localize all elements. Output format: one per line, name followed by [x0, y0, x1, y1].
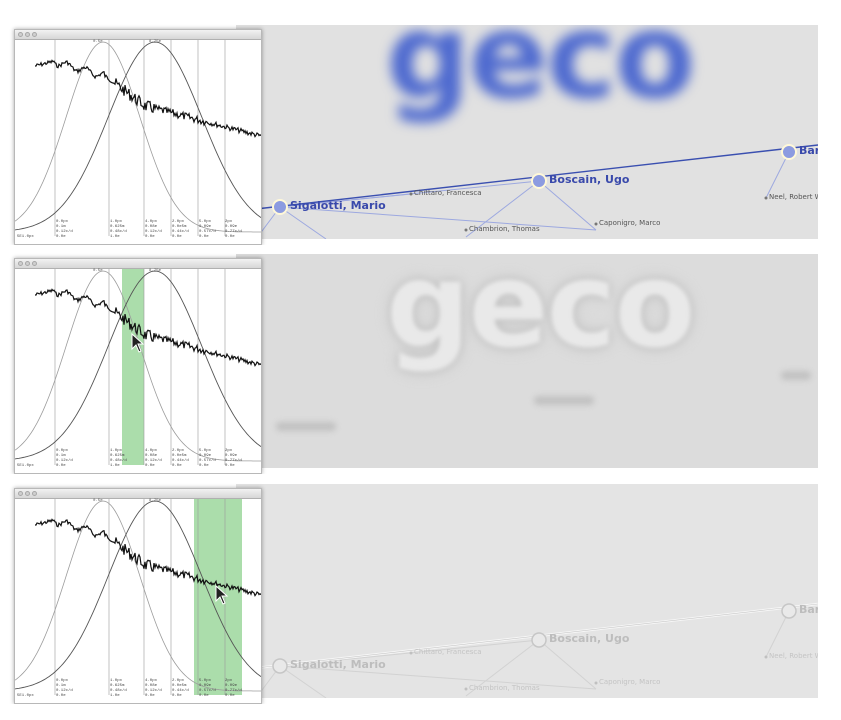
- node-label-sigalotti: Sigalotti, Mario: [290, 658, 386, 671]
- node-label-boscain: Boscain, Ugo: [549, 173, 630, 186]
- window-titlebar[interactable]: [15, 489, 261, 499]
- peak-label-left: 0.5e: [93, 499, 103, 503]
- node-label-neel: Neel, Robert W: [769, 652, 818, 660]
- plot-area[interactable]: [15, 269, 261, 473]
- tick-label: 2.0px 0.0e5m 0.44c/d 0.0e: [172, 449, 189, 468]
- tick-label: 2px 0.09e 0.77c/d 0.0e: [225, 679, 242, 698]
- peak-label-right: 8.75e: [149, 269, 162, 273]
- peak-label-left: 0.5e: [93, 40, 103, 44]
- filter-curve-high: [15, 270, 261, 460]
- panel-2: geco 0.5e 8.75e 0.0px 0.1m 0.12c/d 0.0e …: [0, 244, 841, 474]
- panel-3: Sigalotti, Mario Boscain, Ugo Bari Chitt…: [0, 474, 841, 704]
- tick-label: 4.0px 0.08e 0.12c/d 0.0e: [145, 220, 162, 239]
- tick-label: 2.0px 0.0e5m 0.44c/d 0.0e: [172, 220, 189, 239]
- peak-label-right: 8.75e: [149, 40, 162, 44]
- node-label-bari: Bari: [799, 144, 818, 157]
- node-label-caponigro: Caponigro, Marco: [599, 678, 661, 686]
- minimize-button[interactable]: [25, 261, 30, 266]
- node-sigalotti[interactable]: [272, 199, 288, 215]
- tick-label: 2px 0.09e 0.77c/d 0.0e: [225, 220, 242, 239]
- node-bari[interactable]: [781, 144, 797, 160]
- corner-label: 5E1.0px: [17, 694, 34, 698]
- filter-curve-high: [15, 500, 261, 690]
- tick-label: 1.0px 0.625m 0.48c/d 1.0e: [110, 679, 127, 698]
- node-boscain[interactable]: [531, 173, 547, 189]
- corner-label: 5E1.0px: [17, 235, 34, 239]
- plot-window-1[interactable]: 0.5e 8.75e 0.0px 0.1m 0.12c/d 0.0e 1.0px…: [14, 29, 262, 245]
- spectrum-trace: [35, 59, 261, 138]
- node-label-boscain: Boscain, Ugo: [549, 632, 630, 645]
- network-view-3: Sigalotti, Mario Boscain, Ugo Bari Chitt…: [236, 484, 818, 698]
- close-button[interactable]: [18, 261, 23, 266]
- peak-label-left: 0.5e: [93, 269, 103, 273]
- window-titlebar[interactable]: [15, 259, 261, 269]
- plot-area[interactable]: [15, 40, 261, 244]
- geco-logo-ghost: geco: [386, 254, 696, 374]
- node-label-chittaro: Chittaro, Francesca: [414, 648, 482, 656]
- filter-curve-high: [15, 41, 261, 231]
- plot-window-3[interactable]: 0.5e 8.75e 0.0px 0.1m 0.12c/d 0.0e 1.0px…: [14, 488, 262, 704]
- close-button[interactable]: [18, 32, 23, 37]
- node-bari[interactable]: [781, 603, 797, 619]
- blurred-network: [276, 371, 811, 431]
- node-label-neel: Neel, Robert W: [769, 193, 818, 201]
- node-label-bari: Bari: [799, 603, 818, 616]
- tick-label: 5.0px 0.09e 0.57c/d 0.0e: [199, 679, 216, 698]
- tick-label: 1.0px 0.625m 0.48c/d 1.0e: [110, 220, 127, 239]
- geco-logo: geco: [386, 25, 696, 125]
- minimize-button[interactable]: [25, 32, 30, 37]
- mouse-cursor-icon: [131, 333, 145, 353]
- spectrum-trace: [35, 518, 261, 597]
- peak-label-right: 8.75e: [149, 499, 162, 503]
- node-label-chittaro: Chittaro, Francesca: [414, 189, 482, 197]
- tick-label: 0.0px 0.1m 0.12c/d 0.0e: [56, 449, 73, 468]
- spectrum-trace: [35, 288, 261, 367]
- minimize-button[interactable]: [25, 491, 30, 496]
- tick-label: 2.0px 0.0e5m 0.44c/d 0.0e: [172, 679, 189, 698]
- node-label-chambrion: Chambrion, Thomas: [469, 684, 540, 692]
- network-view-2: geco: [236, 254, 818, 468]
- tick-label: 0.0px 0.1m 0.12c/d 0.0e: [56, 220, 73, 239]
- tick-label: 2px 0.09e 0.77c/d 0.0e: [225, 449, 242, 468]
- close-button[interactable]: [18, 491, 23, 496]
- tick-label: 5.0px 0.09e 0.57c/d 0.0e: [199, 220, 216, 239]
- filter-curve-low: [15, 41, 261, 233]
- frequency-selection[interactable]: [122, 269, 144, 465]
- node-label-caponigro: Caponigro, Marco: [599, 219, 661, 227]
- corner-label: 5E1.0px: [17, 464, 34, 468]
- node-boscain[interactable]: [531, 632, 547, 648]
- node-label-sigalotti: Sigalotti, Mario: [290, 199, 386, 212]
- zoom-button[interactable]: [32, 261, 37, 266]
- tick-label: 4.0px 0.08e 0.12c/d 0.0e: [145, 679, 162, 698]
- mouse-cursor-icon: [215, 585, 229, 605]
- tick-label: 0.0px 0.1m 0.12c/d 0.0e: [56, 679, 73, 698]
- zoom-button[interactable]: [32, 32, 37, 37]
- window-titlebar[interactable]: [15, 30, 261, 40]
- node-sigalotti[interactable]: [272, 658, 288, 674]
- panel-1: geco: [0, 15, 841, 245]
- network-view-1: geco: [236, 25, 818, 239]
- node-label-chambrion: Chambrion, Thomas: [469, 225, 540, 233]
- zoom-button[interactable]: [32, 491, 37, 496]
- network-edges: [255, 144, 818, 239]
- tick-label: 5.0px 0.09e 0.57c/d 0.0e: [199, 449, 216, 468]
- tick-label: 1.0px 0.625m 0.48c/d 1.0e: [110, 449, 127, 468]
- plot-window-2[interactable]: 0.5e 8.75e 0.0px 0.1m 0.12c/d 0.0e 1.0px…: [14, 258, 262, 474]
- tick-label: 4.0px 0.08e 0.12c/d 0.0e: [145, 449, 162, 468]
- filter-curve-low: [15, 500, 261, 692]
